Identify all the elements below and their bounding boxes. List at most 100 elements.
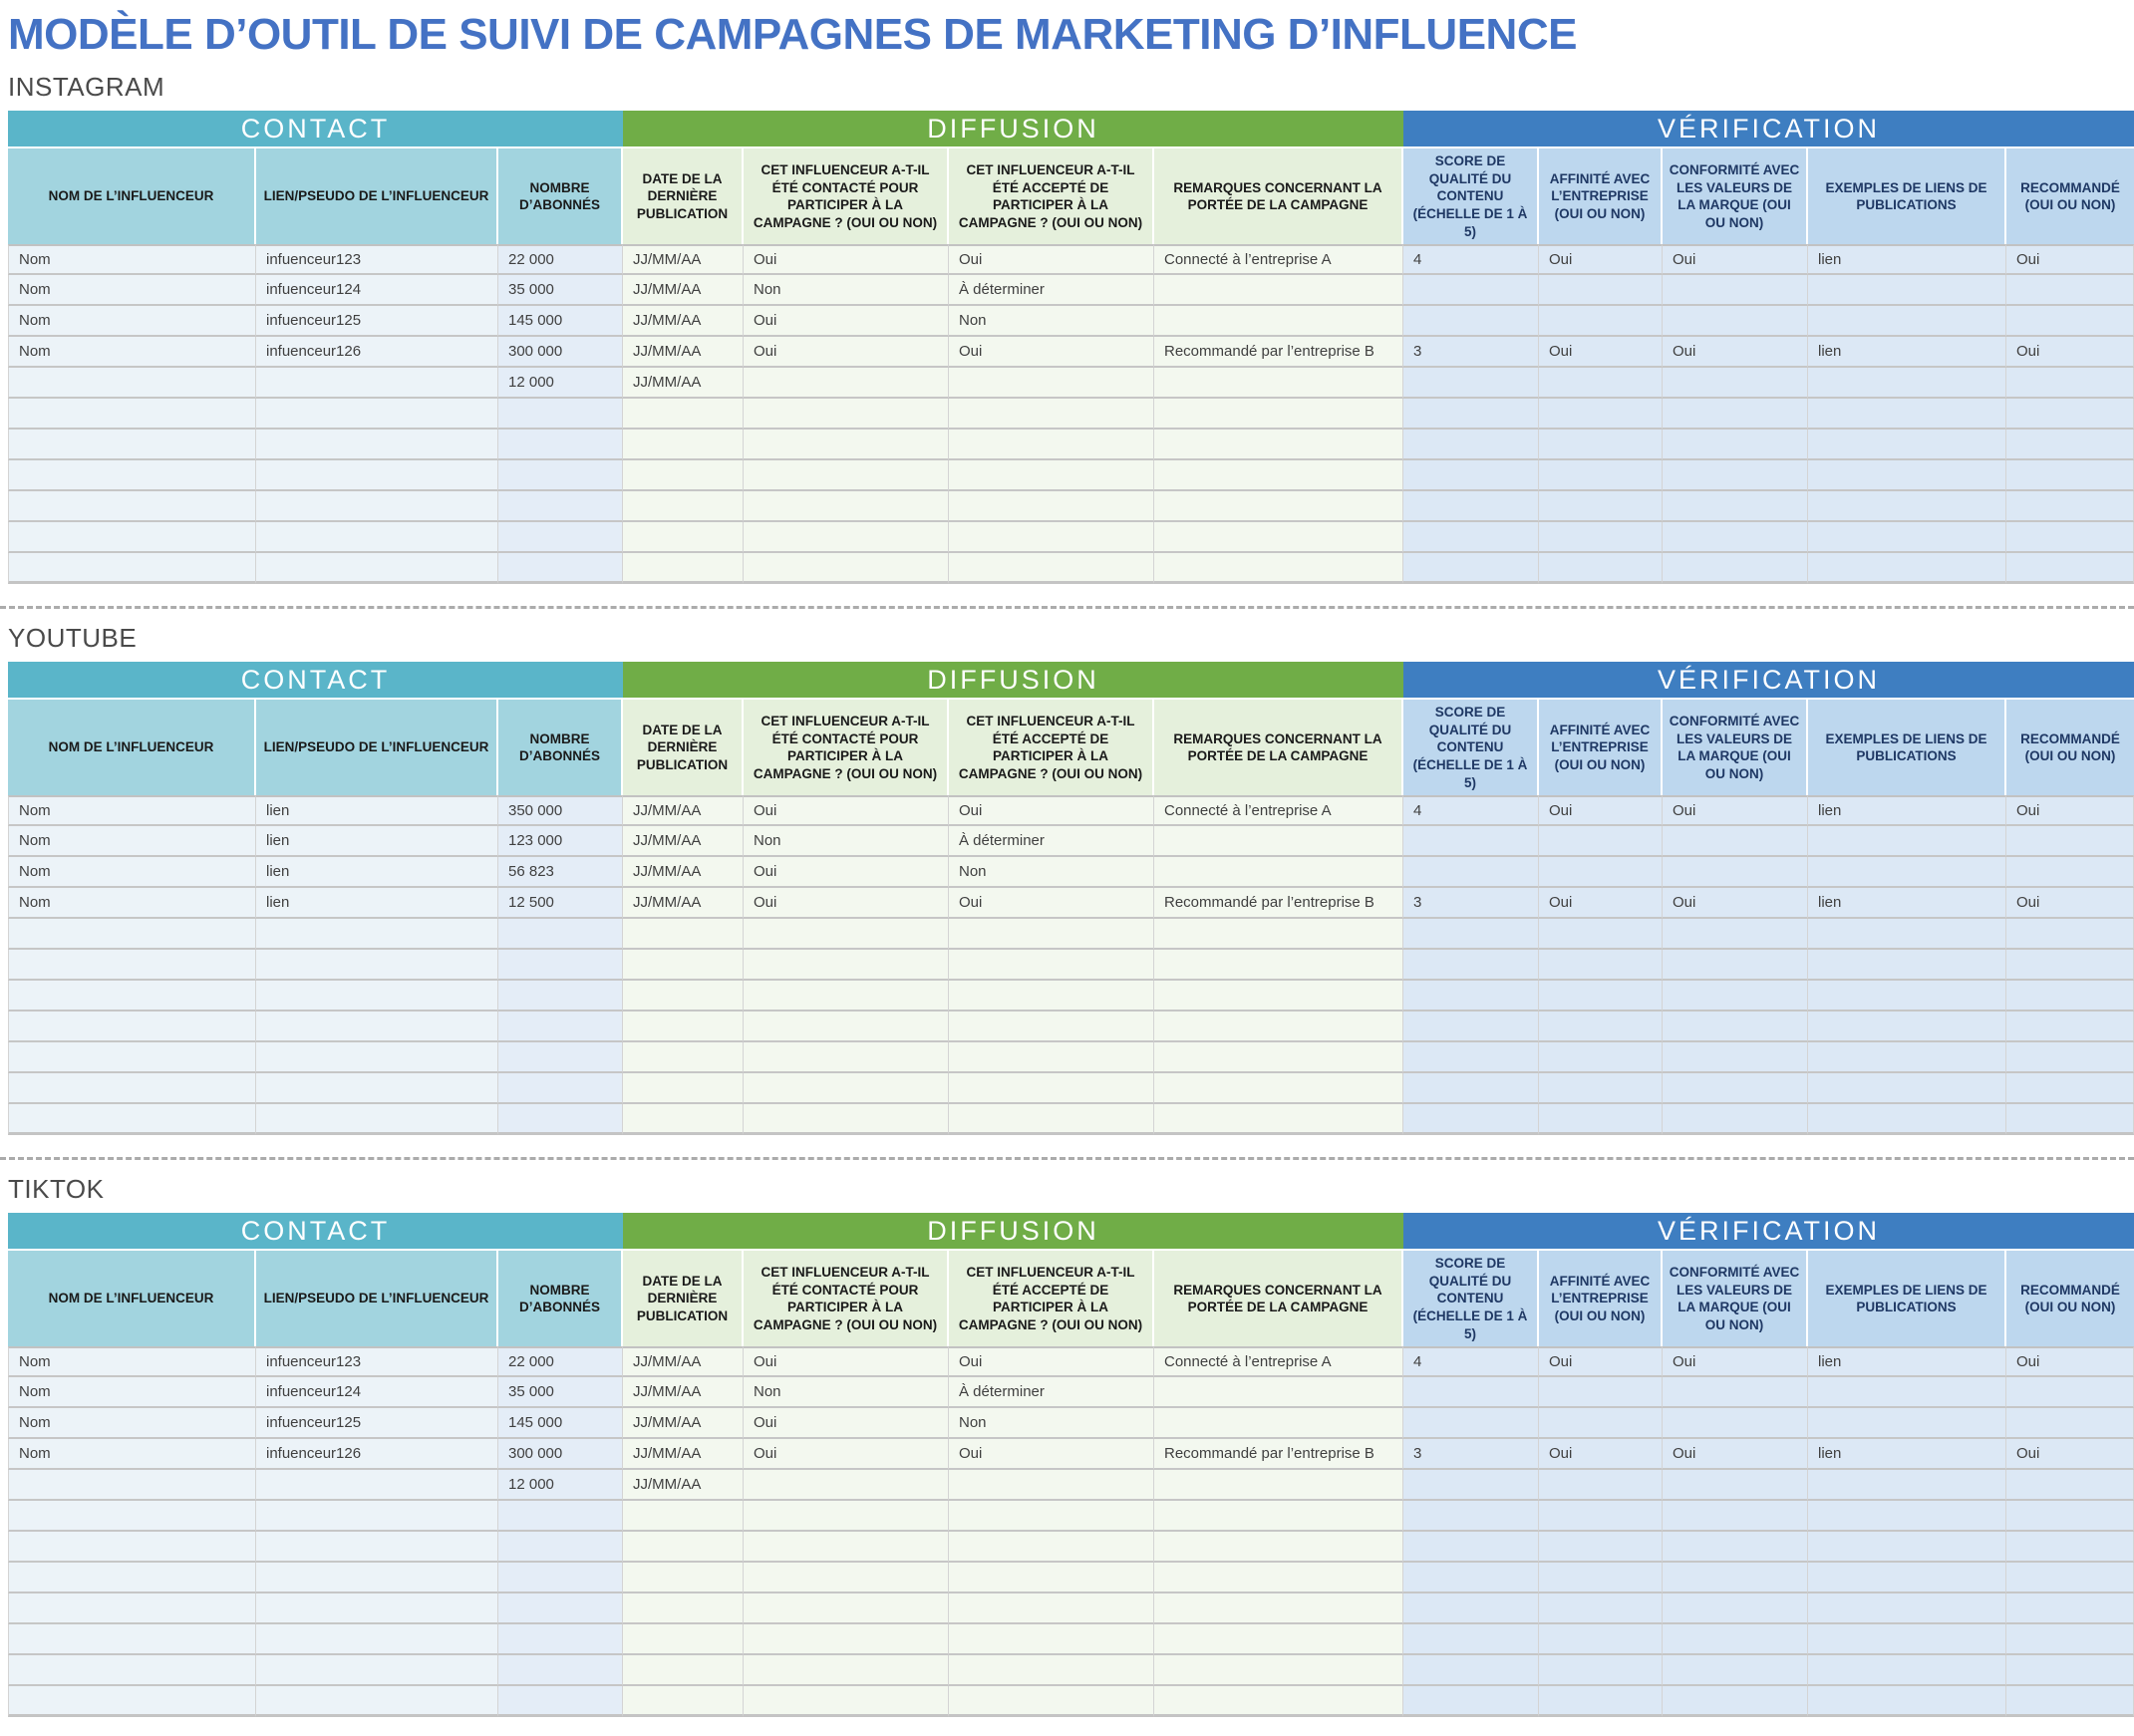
cell-exemples_liens[interactable] [1808,1501,2006,1533]
cell-conformite_valeurs[interactable] [1663,1377,1808,1409]
cell-recommande[interactable] [2006,399,2134,431]
cell-score_qualite[interactable] [1403,1073,1539,1105]
cell-score_qualite[interactable] [1403,1593,1539,1625]
cell-nombre_abonnes[interactable]: 12 000 [498,368,623,400]
cell-lien_pseudo[interactable] [256,1655,498,1687]
cell-remarques_portee[interactable] [1154,919,1403,951]
cell-date_derniere_publication[interactable] [623,919,744,951]
cell-date_derniere_publication[interactable] [623,1012,744,1043]
cell-recommande[interactable] [2006,275,2134,307]
cell-date_derniere_publication[interactable]: JJ/MM/AA [623,1377,744,1409]
cell-contacte_pour_participer[interactable]: Oui [744,857,949,889]
cell-lien_pseudo[interactable]: lien [256,795,498,827]
cell-score_qualite[interactable] [1403,460,1539,492]
cell-exemples_liens[interactable] [1808,399,2006,431]
cell-contacte_pour_participer[interactable] [744,1593,949,1625]
cell-nom[interactable] [8,460,256,492]
cell-nom[interactable] [8,1470,256,1502]
cell-accepte_de_participer[interactable] [949,491,1154,523]
cell-affinite_entreprise[interactable] [1539,981,1663,1013]
cell-nom[interactable] [8,430,256,461]
cell-recommande[interactable] [2006,950,2134,982]
cell-remarques_portee[interactable] [1154,460,1403,492]
cell-accepte_de_participer[interactable]: Oui [949,244,1154,276]
cell-accepte_de_participer[interactable] [949,1532,1154,1564]
cell-accepte_de_participer[interactable] [949,1073,1154,1105]
cell-conformite_valeurs[interactable] [1663,368,1808,400]
cell-contacte_pour_participer[interactable] [744,1073,949,1105]
cell-recommande[interactable] [2006,491,2134,523]
cell-nom[interactable]: Nom [8,1408,256,1440]
cell-affinite_entreprise[interactable]: Oui [1539,795,1663,827]
cell-affinite_entreprise[interactable] [1539,1012,1663,1043]
cell-nombre_abonnes[interactable] [498,1532,623,1564]
cell-exemples_liens[interactable] [1808,1012,2006,1043]
cell-date_derniere_publication[interactable] [623,491,744,523]
cell-contacte_pour_participer[interactable] [744,1624,949,1656]
cell-remarques_portee[interactable] [1154,368,1403,400]
cell-nom[interactable]: Nom [8,244,256,276]
cell-date_derniere_publication[interactable]: JJ/MM/AA [623,795,744,827]
cell-exemples_liens[interactable] [1808,950,2006,982]
cell-exemples_liens[interactable] [1808,1593,2006,1625]
cell-conformite_valeurs[interactable]: Oui [1663,337,1808,369]
cell-conformite_valeurs[interactable] [1663,1408,1808,1440]
cell-nombre_abonnes[interactable]: 300 000 [498,1439,623,1471]
cell-accepte_de_participer[interactable] [949,1686,1154,1718]
cell-exemples_liens[interactable]: lien [1808,244,2006,276]
cell-recommande[interactable] [2006,857,2134,889]
cell-nombre_abonnes[interactable] [498,981,623,1013]
cell-remarques_portee[interactable] [1154,1104,1403,1136]
cell-nom[interactable]: Nom [8,1377,256,1409]
cell-accepte_de_participer[interactable] [949,1655,1154,1687]
cell-nombre_abonnes[interactable] [498,1104,623,1136]
cell-contacte_pour_participer[interactable]: Oui [744,795,949,827]
cell-date_derniere_publication[interactable]: JJ/MM/AA [623,306,744,338]
cell-nom[interactable]: Nom [8,826,256,858]
cell-date_derniere_publication[interactable] [623,1563,744,1594]
cell-score_qualite[interactable] [1403,399,1539,431]
cell-score_qualite[interactable] [1403,826,1539,858]
cell-contacte_pour_participer[interactable]: Non [744,275,949,307]
cell-exemples_liens[interactable] [1808,460,2006,492]
cell-lien_pseudo[interactable] [256,1563,498,1594]
cell-conformite_valeurs[interactable] [1663,981,1808,1013]
cell-contacte_pour_participer[interactable] [744,399,949,431]
cell-contacte_pour_participer[interactable] [744,491,949,523]
cell-lien_pseudo[interactable]: infuenceur123 [256,244,498,276]
cell-accepte_de_participer[interactable]: Oui [949,1439,1154,1471]
cell-lien_pseudo[interactable]: infuenceur123 [256,1346,498,1378]
cell-score_qualite[interactable]: 3 [1403,888,1539,920]
cell-recommande[interactable] [2006,553,2134,585]
cell-date_derniere_publication[interactable]: JJ/MM/AA [623,826,744,858]
cell-nombre_abonnes[interactable] [498,1563,623,1594]
cell-nombre_abonnes[interactable] [498,1624,623,1656]
cell-contacte_pour_participer[interactable] [744,1042,949,1074]
cell-affinite_entreprise[interactable] [1539,1073,1663,1105]
cell-contacte_pour_participer[interactable]: Non [744,826,949,858]
cell-lien_pseudo[interactable]: lien [256,888,498,920]
cell-conformite_valeurs[interactable] [1663,1686,1808,1718]
cell-contacte_pour_participer[interactable] [744,1104,949,1136]
cell-nom[interactable] [8,522,256,554]
cell-score_qualite[interactable] [1403,1377,1539,1409]
cell-accepte_de_participer[interactable]: Oui [949,1346,1154,1378]
cell-date_derniere_publication[interactable]: JJ/MM/AA [623,1470,744,1502]
cell-recommande[interactable] [2006,1012,2134,1043]
cell-exemples_liens[interactable] [1808,919,2006,951]
cell-contacte_pour_participer[interactable] [744,1012,949,1043]
cell-remarques_portee[interactable]: Connecté à l’entreprise A [1154,795,1403,827]
cell-remarques_portee[interactable] [1154,306,1403,338]
cell-nom[interactable] [8,1655,256,1687]
cell-score_qualite[interactable]: 4 [1403,795,1539,827]
cell-affinite_entreprise[interactable]: Oui [1539,1346,1663,1378]
cell-score_qualite[interactable]: 3 [1403,1439,1539,1471]
cell-recommande[interactable]: Oui [2006,337,2134,369]
cell-score_qualite[interactable] [1403,1655,1539,1687]
cell-accepte_de_participer[interactable] [949,1624,1154,1656]
cell-affinite_entreprise[interactable] [1539,368,1663,400]
cell-lien_pseudo[interactable] [256,1042,498,1074]
cell-remarques_portee[interactable] [1154,522,1403,554]
cell-nom[interactable]: Nom [8,1439,256,1471]
cell-affinite_entreprise[interactable] [1539,1655,1663,1687]
